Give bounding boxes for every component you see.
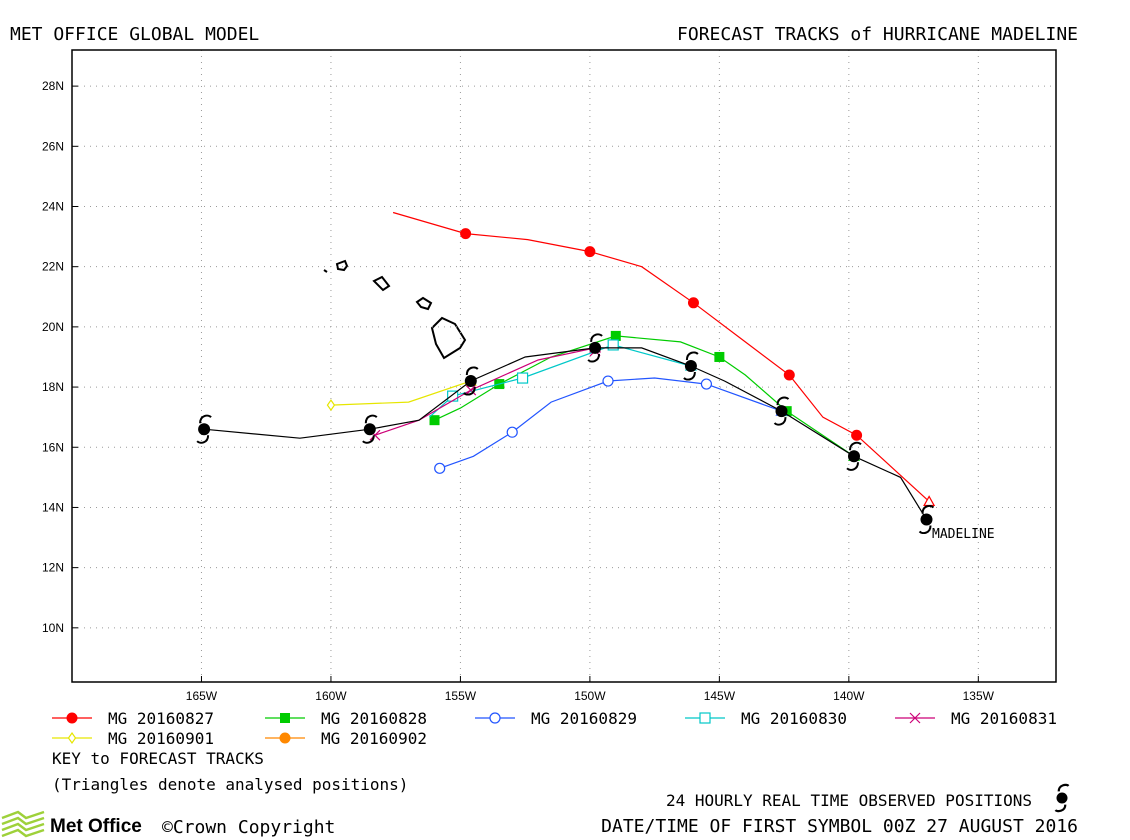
legend-marker <box>489 712 501 724</box>
series-point <box>607 339 619 351</box>
legend-label: MG 20160902 <box>321 729 427 748</box>
met-office-logo-icon <box>1 810 45 838</box>
series-line <box>439 377 782 469</box>
series-point <box>584 246 596 258</box>
hurricane-symbol-icon <box>846 441 862 471</box>
legend-label: MG 20160830 <box>741 709 847 728</box>
series-1 <box>429 330 861 461</box>
legend-item: MG 20160830 <box>685 709 847 728</box>
x-tick-label: 160W <box>315 689 347 703</box>
series-point <box>851 429 863 441</box>
series-point <box>506 426 518 438</box>
hurricane-symbol-icon <box>587 333 603 363</box>
legend-item: MG 20160901 <box>52 729 214 748</box>
header-left-title: MET OFFICE GLOBAL MODEL <box>10 24 259 45</box>
copyright-text: ©Crown Copyright <box>162 817 335 838</box>
island-kauai <box>335 259 349 272</box>
legend-label: MG 20160831 <box>951 709 1057 728</box>
observed-hurricane-symbol <box>1054 783 1070 813</box>
legend-label: MG 20160829 <box>531 709 637 728</box>
x-tick-label: 140W <box>833 689 865 703</box>
legend-label: MG 20160901 <box>108 729 214 748</box>
x-tick-label: 150W <box>574 689 606 703</box>
datetime-note: DATE/TIME OF FIRST SYMBOL 00Z 27 AUGUST … <box>601 816 1078 837</box>
series-point <box>687 297 699 309</box>
series-point <box>516 372 529 384</box>
y-tick-label: 22N <box>42 260 64 274</box>
plot-frame <box>71 49 1057 683</box>
hawaiian-islands <box>323 259 467 360</box>
legend-item: MG 20160827 <box>52 709 214 728</box>
x-tick-label: 165W <box>186 689 218 703</box>
hurricane-symbol-icon <box>196 414 212 444</box>
observed-track-layer <box>196 333 935 535</box>
hurricane-symbol-icon <box>773 396 790 426</box>
y-tick-label: 26N <box>42 139 64 153</box>
hurricane-symbol-icon <box>463 366 479 396</box>
y-tick-label: 12N <box>42 561 64 575</box>
island-hawaii <box>430 316 467 360</box>
hurricane-symbol-icon <box>362 414 378 444</box>
series-point <box>783 369 795 381</box>
x-tick-label: 145W <box>704 689 736 703</box>
y-tick-label: 10N <box>42 621 64 635</box>
storm-label: MADELINE <box>932 527 995 542</box>
series-point <box>429 415 440 426</box>
series-line <box>434 335 855 457</box>
series-point <box>326 399 336 412</box>
series-2 <box>434 375 788 474</box>
series-0 <box>392 211 936 507</box>
legend-marker <box>909 712 921 724</box>
legend-item: MG 20160902 <box>265 729 427 748</box>
observed-track-line <box>204 347 928 520</box>
x-tick-label: 155W <box>445 689 477 703</box>
series-point <box>610 330 621 341</box>
met-office-brand: Met Office <box>50 816 142 837</box>
key-title: KEY to FORECAST TRACKS <box>52 749 264 768</box>
series-point <box>434 462 446 474</box>
triangle-note: (Triangles denote analysed positions) <box>52 775 408 794</box>
series-point <box>714 351 725 362</box>
series-point <box>460 228 472 240</box>
legend-label: MG 20160828 <box>321 709 427 728</box>
header-right-title: FORECAST TRACKS of HURRICANE MADELINE <box>677 24 1078 45</box>
island-niihau <box>323 269 328 273</box>
y-tick-label: 28N <box>42 79 64 93</box>
legend-item: MG 20160831 <box>895 709 1057 728</box>
island-maui <box>415 296 433 311</box>
legend-marker <box>280 713 290 723</box>
axes: 165W 160W 155W 150W 145W 140W 135W 10N 12N 14N 16N… <box>42 79 995 703</box>
observed-note: 24 HOURLY REAL TIME OBSERVED POSITIONS <box>666 791 1032 810</box>
series-point <box>700 378 713 390</box>
y-tick-label: 16N <box>42 440 64 454</box>
hurricane-symbol-icon <box>918 504 935 535</box>
y-tick-label: 20N <box>42 320 64 334</box>
legend-marker <box>67 731 77 745</box>
series-point <box>465 384 477 396</box>
grid <box>72 50 1056 682</box>
y-tick-label: 14N <box>42 500 64 514</box>
legend-item: MG 20160828 <box>265 709 427 728</box>
legend: MG 20160827 MG 20160828 MG 20160829 MG 2016… <box>52 709 1057 748</box>
legend-label: MG 20160827 <box>108 709 214 728</box>
legend-item: MG 20160829 <box>475 709 637 728</box>
legend-marker <box>699 712 711 724</box>
hurricane-symbol-icon <box>683 351 699 381</box>
y-tick-label: 24N <box>42 199 64 213</box>
y-tick-label: 18N <box>42 380 64 394</box>
legend-marker <box>279 732 291 744</box>
series-line <box>330 380 471 406</box>
legend-marker <box>66 712 78 724</box>
x-tick-label: 135W <box>963 689 995 703</box>
series-4 <box>369 341 602 441</box>
series-layer <box>326 211 936 507</box>
series-point <box>602 375 614 387</box>
island-oahu <box>372 275 391 292</box>
